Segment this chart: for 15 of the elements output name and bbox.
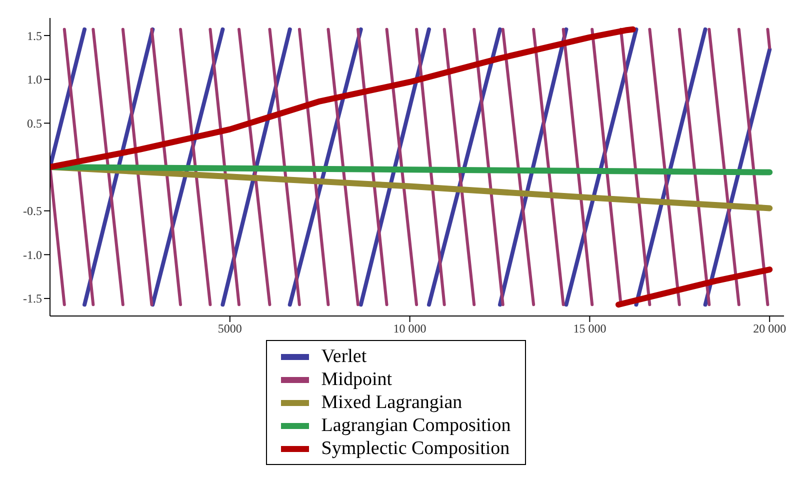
y-tick-label: -1.5 xyxy=(23,292,42,306)
legend-label: Symplectic Composition xyxy=(321,437,510,460)
y-tick-label: -0.5 xyxy=(23,204,42,218)
legend-label: Lagrangian Composition xyxy=(321,414,511,437)
x-tick-label: 10 000 xyxy=(393,322,426,336)
y-tick-label: 1.0 xyxy=(27,72,42,87)
legend-label: Verlet xyxy=(321,345,367,368)
x-tick-label: 20 000 xyxy=(753,322,786,336)
x-tick-label: 15 000 xyxy=(573,322,606,336)
y-tick-label: 1.5 xyxy=(27,28,42,43)
y-tick-label: -1.0 xyxy=(23,248,42,262)
legend-label: Mixed Lagrangian xyxy=(321,391,462,414)
y-tick-label: 0.5 xyxy=(27,116,42,130)
x-tick-label: 5000 xyxy=(218,322,242,336)
legend-label: Midpoint xyxy=(321,368,392,391)
